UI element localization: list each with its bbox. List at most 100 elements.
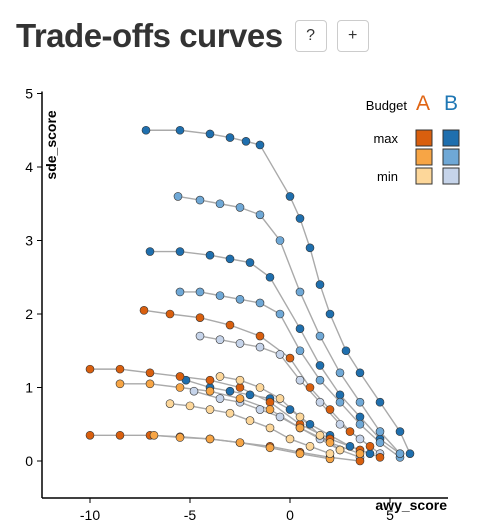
data-point xyxy=(341,346,351,356)
tradeoff-curve xyxy=(90,368,381,458)
data-point xyxy=(275,394,285,403)
data-point xyxy=(365,441,375,451)
data-point xyxy=(305,441,315,451)
data-point xyxy=(365,449,375,458)
data-point xyxy=(275,350,285,359)
x-tick-label: 0 xyxy=(286,507,294,523)
data-point xyxy=(275,236,285,245)
data-point xyxy=(145,247,155,256)
data-point xyxy=(275,309,285,319)
data-point xyxy=(295,449,305,458)
legend-swatch xyxy=(442,129,460,147)
data-point xyxy=(315,331,325,341)
data-point xyxy=(255,298,265,308)
data-point xyxy=(325,438,335,447)
data-point xyxy=(141,125,151,135)
data-point xyxy=(235,339,245,348)
data-point xyxy=(185,401,195,411)
data-point xyxy=(225,254,235,264)
data-point xyxy=(345,427,355,436)
page-title: Trade-offs curves xyxy=(16,17,283,54)
data-point xyxy=(295,346,305,356)
page-header: Trade-offs curves ? + xyxy=(16,14,369,58)
data-point xyxy=(149,430,159,440)
data-point xyxy=(405,449,415,458)
data-point xyxy=(295,423,305,433)
data-point xyxy=(335,419,345,429)
data-point xyxy=(395,449,405,458)
y-tick-label: 5 xyxy=(25,86,33,102)
data-point xyxy=(235,295,245,304)
data-point xyxy=(115,430,125,440)
data-point xyxy=(235,375,245,385)
data-point xyxy=(315,280,325,289)
tradeoff-curve xyxy=(185,379,371,455)
data-point xyxy=(205,250,215,260)
y-tick-label: 0 xyxy=(25,453,33,469)
y-tick-label: 1 xyxy=(25,380,33,396)
data-point xyxy=(85,430,95,440)
y-tick-label: 2 xyxy=(25,306,33,322)
y-axis-label: sde_score xyxy=(43,110,59,179)
data-point xyxy=(305,419,315,429)
data-point xyxy=(295,412,305,422)
data-point xyxy=(215,372,225,381)
data-point xyxy=(145,379,155,389)
data-point xyxy=(315,361,325,370)
data-point xyxy=(175,372,185,381)
add-button[interactable]: + xyxy=(336,20,369,52)
data-point xyxy=(175,287,185,297)
data-point xyxy=(225,408,235,418)
data-point xyxy=(175,383,185,392)
data-point xyxy=(255,383,265,392)
data-point xyxy=(315,430,325,440)
data-point xyxy=(241,136,251,146)
data-point xyxy=(355,449,365,458)
data-point xyxy=(345,441,355,451)
x-tick-label: -10 xyxy=(80,507,100,523)
data-point xyxy=(375,438,385,447)
data-point xyxy=(265,423,275,433)
data-point xyxy=(175,125,185,135)
legend-title: Budget xyxy=(366,98,408,113)
data-point xyxy=(173,192,183,201)
data-point xyxy=(265,443,275,453)
data-point xyxy=(215,199,225,209)
data-point xyxy=(285,192,295,201)
data-point xyxy=(355,434,365,444)
y-tick-label: 3 xyxy=(25,233,33,249)
data-point xyxy=(215,394,225,403)
data-point xyxy=(245,390,255,400)
data-point xyxy=(115,364,125,374)
legend-level-label: max xyxy=(373,131,398,146)
data-point xyxy=(275,412,285,422)
help-button[interactable]: ? xyxy=(294,20,327,52)
data-point xyxy=(335,445,345,455)
data-point xyxy=(195,313,205,322)
data-point xyxy=(265,397,275,407)
data-point xyxy=(195,195,205,205)
data-point xyxy=(85,364,95,374)
data-point xyxy=(225,320,235,330)
data-point xyxy=(175,247,185,256)
y-tick-label: 4 xyxy=(25,159,33,175)
data-point xyxy=(235,438,245,447)
data-point xyxy=(325,405,335,414)
data-point xyxy=(295,375,305,385)
legend-level-label: min xyxy=(377,169,398,184)
data-point xyxy=(255,210,265,220)
x-axis-label: awy_score xyxy=(375,497,447,513)
data-point xyxy=(335,368,345,378)
data-point xyxy=(375,397,385,407)
legend-group-a: A xyxy=(416,92,430,115)
data-point xyxy=(235,383,245,392)
data-point xyxy=(165,399,175,408)
tradeoff-curve xyxy=(177,195,401,455)
data-point xyxy=(225,133,235,142)
data-point xyxy=(265,405,275,414)
data-point xyxy=(355,456,365,466)
data-point xyxy=(335,397,345,407)
data-point xyxy=(325,449,335,458)
data-point xyxy=(115,379,125,389)
legend-swatch xyxy=(415,167,433,185)
